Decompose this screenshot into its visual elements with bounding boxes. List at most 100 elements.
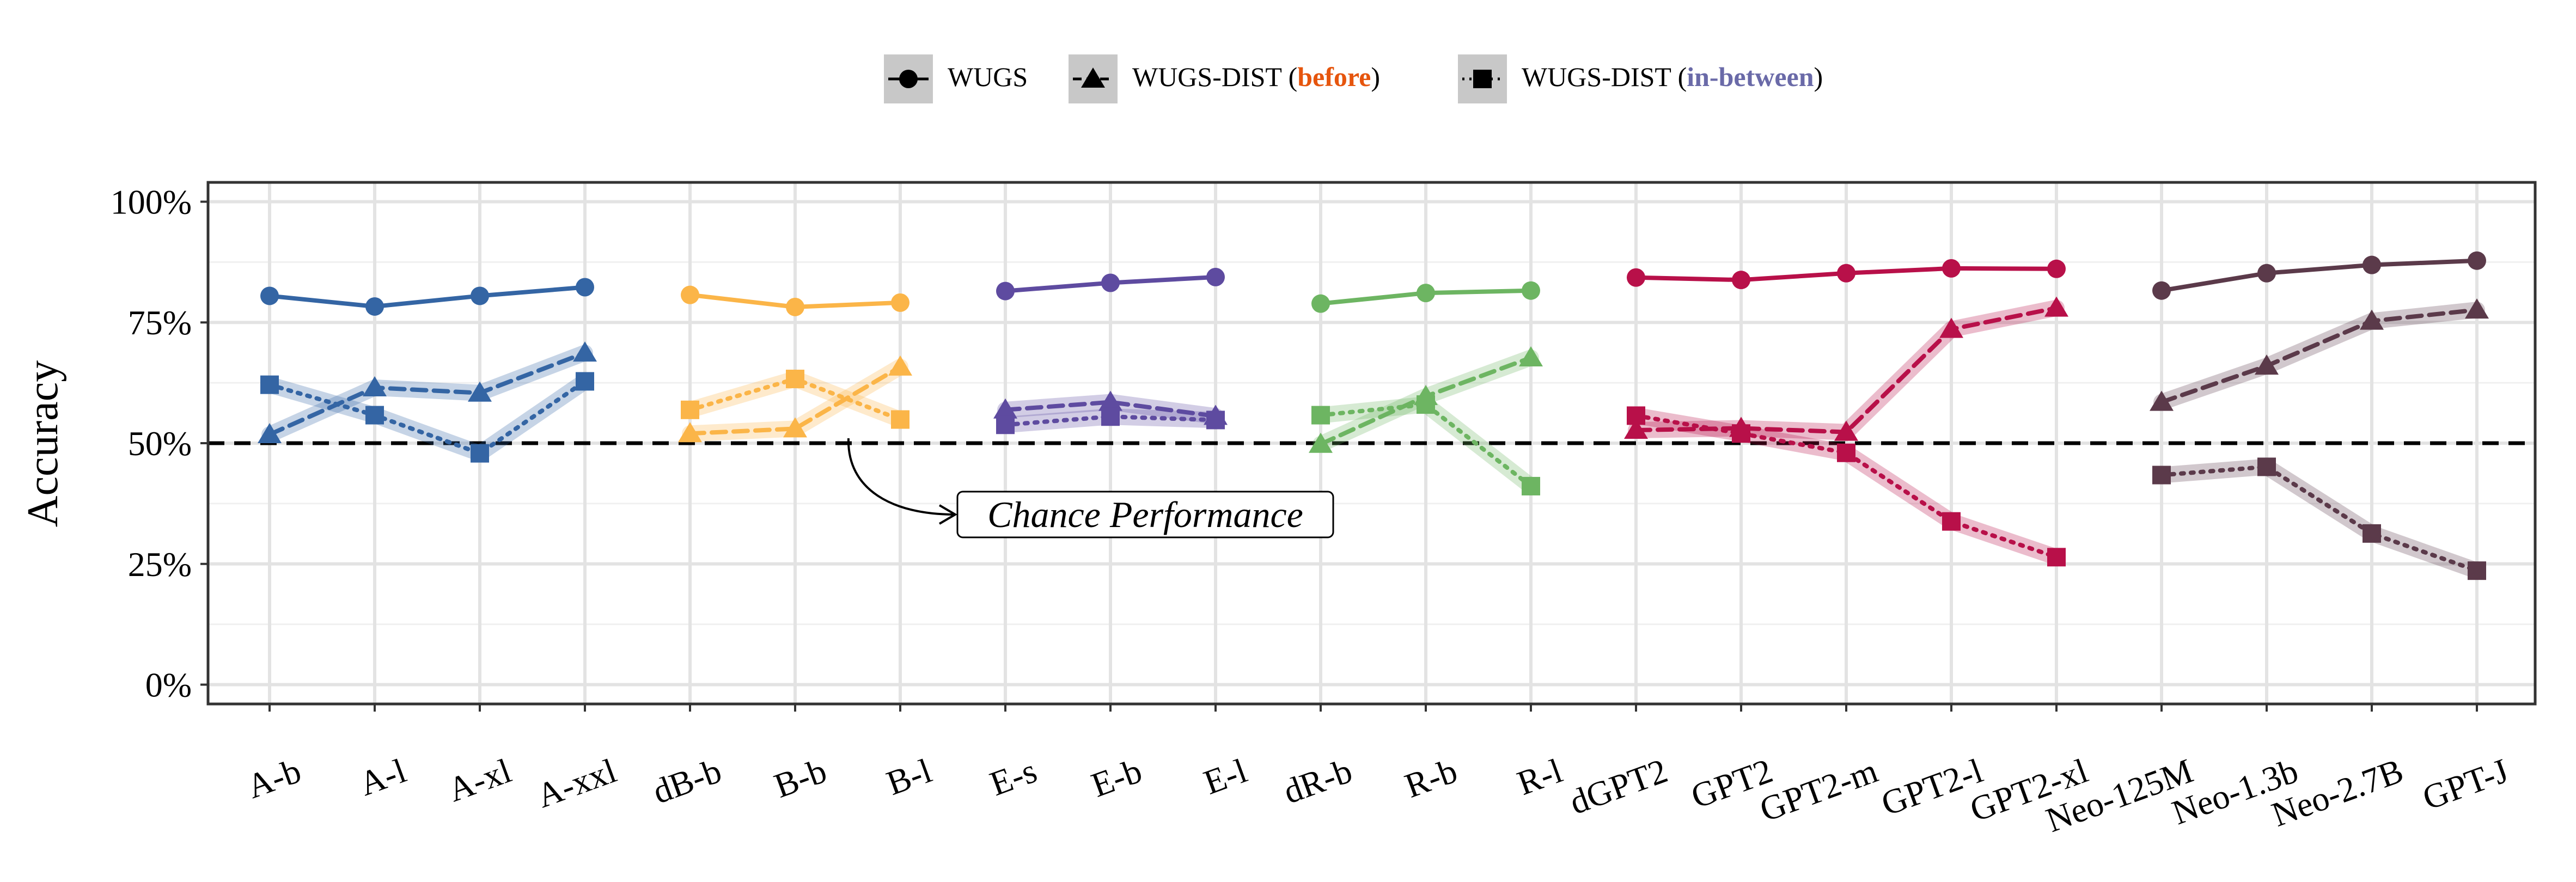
data-point-inbetween [365, 406, 384, 425]
x-tick-label: A-xl [443, 751, 516, 809]
x-tick-label: B-l [882, 751, 937, 803]
data-point-wugs [2152, 281, 2171, 300]
data-point-inbetween [1837, 443, 1855, 462]
x-tick-label: E-s [985, 751, 1041, 803]
data-point-wugs [2047, 259, 2066, 278]
data-point-wugs [2257, 264, 2276, 283]
data-point-wugs [576, 278, 594, 297]
data-point-wugs [471, 286, 489, 305]
x-tick-label: GPT2-l [1876, 751, 1988, 823]
annotation-box [956, 491, 1334, 538]
data-point-before [888, 355, 912, 376]
data-point-wugs [1101, 273, 1120, 292]
data-point-inbetween [681, 400, 699, 419]
legend-item: WUGS [884, 54, 1028, 103]
data-point-before [1519, 346, 1543, 366]
data-point-before [993, 398, 1017, 419]
data-point-inbetween [1732, 424, 1750, 443]
annotation-arrow [847, 438, 955, 516]
data-point-inbetween [2257, 457, 2276, 476]
x-tick-label: dB-b [648, 751, 727, 811]
data-point-before [1624, 419, 1648, 439]
data-point-before [258, 423, 282, 444]
series-line-before [1003, 400, 1218, 419]
plot-area: 0% 25% 50% 75% 100% Chance Performance [111, 181, 2537, 712]
series-line-wugs [267, 285, 587, 309]
data-point-before [1834, 420, 1858, 441]
data-point-inbetween [1522, 476, 1540, 495]
series-line-wugs [2159, 258, 2479, 293]
data-point-inbetween [2468, 561, 2486, 580]
data-point-wugs [786, 297, 804, 316]
data-point-inbetween [891, 410, 909, 429]
y-axis-label: Accuracy [19, 360, 67, 527]
series-line-before [2159, 308, 2479, 405]
legend-item: WUGS-DIST (in-between) [1458, 54, 1823, 103]
x-tick-label: A-xxl [532, 751, 621, 815]
data-point-wugs [1417, 284, 1435, 303]
data-point-before [2255, 354, 2279, 375]
x-tick-label: E-b [1086, 751, 1147, 804]
data-point-wugs [1206, 267, 1225, 286]
data-point-inbetween [1627, 406, 1645, 425]
data-point-before [1098, 390, 1122, 411]
data-point-wugs [681, 285, 699, 304]
data-point-before [2465, 298, 2489, 319]
y-tick-label: 50% [128, 424, 192, 463]
data-point-inbetween [260, 375, 279, 394]
data-point-inbetween [2152, 465, 2171, 485]
model-group [1309, 281, 1543, 495]
data-point-before [2360, 309, 2384, 330]
x-tick-label: A-b [242, 751, 306, 806]
data-point-inbetween [786, 370, 804, 389]
data-point-wugs [1837, 264, 1855, 283]
model-group [993, 267, 1228, 434]
data-point-before [2150, 390, 2174, 411]
data-point-wugs [891, 293, 909, 312]
data-point-before [2044, 296, 2068, 317]
data-point-inbetween [2047, 548, 2066, 567]
x-tick-label: R-l [1512, 751, 1567, 803]
series-line-before [688, 364, 902, 436]
legend-item: WUGS-DIST (before) [1069, 54, 1380, 103]
data-point-before [573, 341, 597, 362]
x-tick-label: E-l [1199, 751, 1252, 801]
data-point-wugs [1942, 259, 1961, 278]
data-point-inbetween [996, 415, 1015, 434]
data-point-wugs [1311, 294, 1330, 313]
legend-marker [899, 70, 918, 88]
y-tick-label: 25% [128, 545, 192, 584]
y-tick-label: 100% [111, 182, 192, 221]
data-point-inbetween [1942, 512, 1961, 531]
data-point-before [468, 381, 492, 402]
data-point-inbetween [1101, 407, 1120, 426]
data-point-wugs [2468, 251, 2486, 270]
data-point-inbetween [2363, 524, 2381, 543]
x-tick-label: A-l [354, 751, 411, 803]
data-point-wugs [260, 286, 279, 305]
data-point-wugs [1627, 268, 1645, 287]
data-point-wugs [2363, 255, 2381, 274]
data-point-wugs [1522, 281, 1540, 300]
annotation-label: Chance Performance [987, 494, 1303, 535]
legend-label: WUGS-DIST (in-between) [1522, 62, 1823, 92]
data-point-wugs [365, 297, 384, 316]
legend-label: WUGS [948, 62, 1028, 92]
data-point-wugs [996, 281, 1015, 301]
data-point-inbetween [1311, 406, 1330, 425]
model-group [678, 285, 912, 443]
x-tick-label: dR-b [1278, 751, 1357, 811]
x-tick-label: GPT2-m [1755, 751, 1883, 829]
legend-marker [1473, 70, 1492, 88]
legend-marker [1081, 68, 1105, 88]
data-point-before [1939, 317, 1963, 338]
x-tick-label: R-b [1400, 751, 1462, 805]
legend-label: WUGS-DIST (before) [1132, 62, 1380, 92]
model-group [258, 278, 597, 463]
x-tick-labels: A-b A-l A-xl A-xxl dB-b B-b B-l E-s E-b E-l dR-b R-… [242, 751, 2513, 840]
x-tick-label: GPT-J [2418, 751, 2513, 817]
data-point-before [1309, 432, 1333, 453]
x-tick-label: dGPT2 [1565, 751, 1672, 822]
data-point-inbetween [576, 372, 594, 391]
